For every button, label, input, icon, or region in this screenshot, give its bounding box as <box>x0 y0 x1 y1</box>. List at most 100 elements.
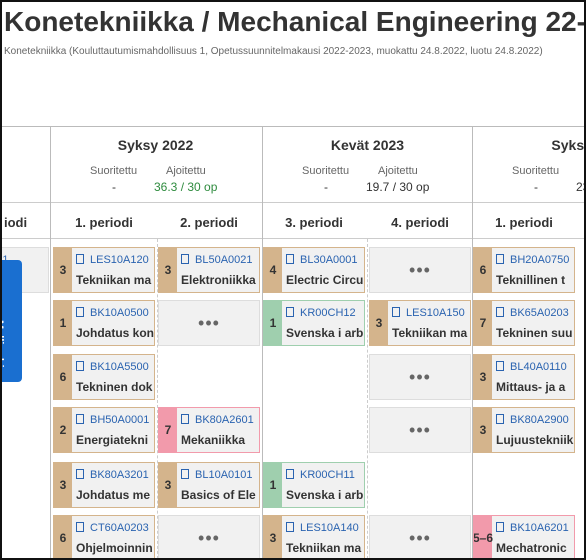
course-code: BK10A6201 <box>510 522 569 534</box>
course-code: LES10A150 <box>406 307 465 319</box>
doc-icon <box>76 414 84 424</box>
empty-slot[interactable]: ••• <box>369 515 471 558</box>
credits: 3 <box>54 463 72 507</box>
course-name: Electric Circu <box>286 273 364 287</box>
doc-icon <box>286 254 294 264</box>
term-name: Syksy 2 <box>551 137 585 153</box>
doc-icon <box>496 522 504 532</box>
credits: 1 <box>264 301 282 345</box>
course-card[interactable]: 1 KR00CH11 Svenska i arb <box>263 462 365 508</box>
credits: 6 <box>54 355 72 399</box>
course-name: Elektroniikka <box>181 273 256 287</box>
credits: 3 <box>474 355 492 399</box>
course-name: Svenska i arb <box>286 488 364 502</box>
done-value: - <box>112 180 116 194</box>
credits: 7 <box>474 301 492 345</box>
course-card[interactable]: 1 BK10A0500 Johdatus kon <box>53 300 155 346</box>
course-card[interactable]: 5–6 BK10A6201 Mechatronic <box>473 515 575 558</box>
done-value: - <box>324 180 328 194</box>
empty-slot[interactable]: ••• <box>158 515 260 558</box>
course-card[interactable]: 7 BK80A2601 Mekaniikka <box>158 407 260 453</box>
credits: 3 <box>159 463 177 507</box>
term-divider <box>50 127 51 558</box>
course-code: LES10A140 <box>300 522 359 534</box>
side-tab[interactable]: Mallipohjus <box>2 260 22 382</box>
course-code: BL30A0001 <box>300 254 358 266</box>
course-name: Teknillinen t <box>496 273 566 287</box>
planned-label: Ajoitettu <box>378 165 418 177</box>
course-code: BL50A0021 <box>195 254 253 266</box>
empty-slot[interactable]: ••• <box>369 247 471 293</box>
period-label: 3. periodi <box>285 215 343 230</box>
course-code: BH50A0001 <box>90 414 150 426</box>
term-name: Kevät 2023 <box>330 137 405 153</box>
credits: 6 <box>474 248 492 292</box>
course-code: BL40A0110 <box>510 361 567 373</box>
credits: 4 <box>264 248 282 292</box>
doc-icon <box>76 469 84 479</box>
course-code: CT60A0203 <box>90 522 149 534</box>
course-name: Basics of Ele <box>181 488 256 502</box>
period-label: 2. periodi <box>180 215 238 230</box>
course-card[interactable]: 6 CT60A0203 Ohjelmoinnin <box>53 515 155 558</box>
side-tab-label: Mallipohjus <box>2 320 5 381</box>
doc-icon <box>76 522 84 532</box>
credits: 3 <box>474 408 492 452</box>
planned-label: Ajoitettu <box>166 165 206 177</box>
term-name: Syksy 2022 <box>117 137 194 153</box>
course-name: Mekaniikka <box>181 433 246 447</box>
doc-icon <box>496 307 504 317</box>
course-card[interactable]: 7 BK65A0203 Tekninen suu <box>473 300 575 346</box>
course-card[interactable]: 3 LES10A120 Tekniikan ma <box>53 247 155 293</box>
course-name: Tekniikan ma <box>392 326 468 340</box>
credits: 3 <box>54 248 72 292</box>
doc-icon <box>496 414 504 424</box>
credits: 2 <box>54 408 72 452</box>
course-name: Tekniikan ma <box>286 541 362 555</box>
course-card[interactable]: 3 LES10A150 Tekniikan ma <box>369 300 471 346</box>
period-divider <box>367 239 368 558</box>
course-card[interactable]: 3 BK80A2900 Lujuustekniik <box>473 407 575 453</box>
course-name: Tekninen dok <box>76 380 153 394</box>
course-card[interactable]: 6 BH20A0750 Teknillinen t <box>473 247 575 293</box>
empty-slot[interactable]: ••• <box>369 407 471 453</box>
credits: 3 <box>264 516 282 558</box>
course-code: LES10A120 <box>90 254 149 266</box>
course-code: BK80A2601 <box>195 414 254 426</box>
course-name: Tekninen suu <box>496 326 573 340</box>
period-label: iodi <box>4 215 28 230</box>
course-code: BK10A0500 <box>90 307 149 319</box>
doc-icon <box>392 307 400 317</box>
course-code: KR00CH12 <box>300 307 356 319</box>
course-card[interactable]: 3 BK80A3201 Johdatus me <box>53 462 155 508</box>
doc-icon <box>286 307 294 317</box>
planned-value: 19.7 / 30 op <box>366 180 430 194</box>
course-name: Johdatus me <box>76 488 151 502</box>
credits: 1 <box>264 463 282 507</box>
course-card[interactable]: 4 BL30A0001 Electric Circu <box>263 247 365 293</box>
course-name: Tekniikan ma <box>76 273 152 287</box>
course-code: BK65A0203 <box>510 307 569 319</box>
done-value: - <box>534 180 538 194</box>
term-divider <box>472 127 473 558</box>
divider <box>2 202 584 203</box>
empty-slot[interactable]: ••• <box>369 354 471 400</box>
course-card[interactable]: 3 BL40A0110 Mittaus- ja a <box>473 354 575 400</box>
course-name: Johdatus kon <box>76 326 155 340</box>
course-name: Ohjelmoinnin <box>76 541 153 555</box>
course-card[interactable]: 1 KR00CH12 Svenska i arb <box>263 300 365 346</box>
empty-slot[interactable]: ••• <box>158 300 260 346</box>
course-code: BK80A3201 <box>90 469 149 481</box>
divider <box>2 126 584 127</box>
credits: 6 <box>54 516 72 558</box>
course-code: BK10A5500 <box>90 361 149 373</box>
credits: 7 <box>159 408 177 452</box>
course-card[interactable]: 3 LES10A140 Tekniikan ma <box>263 515 365 558</box>
planned-value: 36.3 / 30 op <box>154 180 218 194</box>
doc-icon <box>181 254 189 264</box>
course-card[interactable]: 3 BL50A0021 Elektroniikka <box>158 247 260 293</box>
course-card[interactable]: 3 BL10A0101 Basics of Ele <box>158 462 260 508</box>
course-card[interactable]: 2 BH50A0001 Energiatekni <box>53 407 155 453</box>
course-card[interactable]: 6 BK10A5500 Tekninen dok <box>53 354 155 400</box>
course-code: BK80A2900 <box>510 414 569 426</box>
